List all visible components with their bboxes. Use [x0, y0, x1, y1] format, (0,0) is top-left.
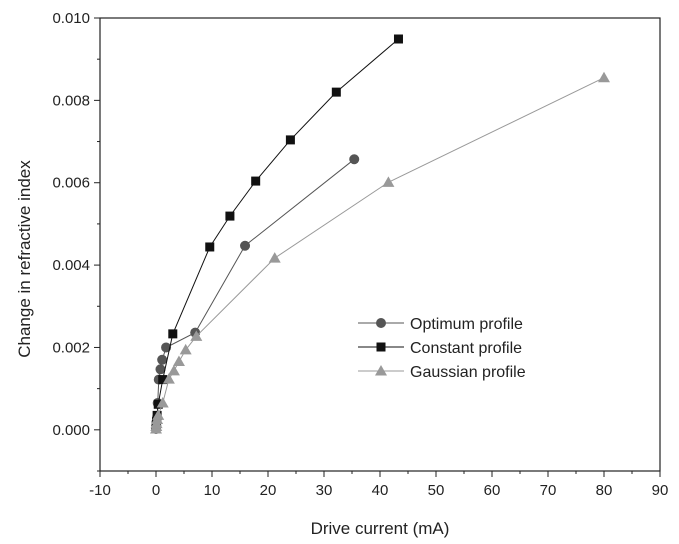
y-tick-label: 0.004	[52, 257, 90, 274]
data-point	[349, 154, 360, 165]
data-point	[285, 135, 295, 145]
x-tick-label: 0	[152, 482, 160, 499]
data-point	[168, 329, 178, 339]
legend-marker	[376, 342, 386, 352]
y-tick-label: 0.006	[52, 175, 90, 192]
series-triangle	[150, 71, 610, 434]
plot-frame	[99, 17, 661, 472]
x-tick-label: -10	[89, 482, 111, 499]
legend-label: Gaussian profile	[410, 364, 526, 381]
data-point	[331, 87, 341, 97]
legend-item: Optimum profile	[358, 316, 523, 333]
series-circle	[151, 154, 360, 434]
y-tick-label: 0.008	[52, 92, 90, 109]
series-square	[151, 34, 403, 434]
data-point	[155, 364, 166, 375]
x-tick-label: 40	[372, 482, 389, 499]
data-point	[179, 343, 192, 355]
x-tick-label: 30	[316, 482, 333, 499]
x-axis-title: Drive current (mA)	[311, 519, 450, 538]
x-tick-label: 50	[428, 482, 445, 499]
x-tick-label: 20	[260, 482, 277, 499]
legend-label: Optimum profile	[410, 316, 523, 333]
data-point	[167, 364, 180, 376]
data-point	[156, 397, 169, 408]
x-tick-label: 90	[652, 482, 669, 499]
series-line	[155, 77, 605, 430]
data-point	[172, 355, 185, 366]
data-point	[598, 71, 610, 83]
data-point	[268, 252, 281, 263]
data-point	[240, 240, 251, 251]
x-tick-label: 70	[540, 482, 557, 499]
series-layer	[150, 34, 610, 434]
axes: -10 0 10 20 30 40 50 60 70 80 90 0.000 0.002 0.004 0.0…	[52, 10, 668, 499]
legend: Optimum profile Constant profile Gaussian …	[358, 316, 526, 381]
data-point	[162, 373, 175, 384]
data-point	[393, 34, 403, 44]
legend-marker	[375, 365, 387, 376]
y-axis-title: Change in refractive index	[15, 160, 34, 358]
series-line	[155, 158, 355, 430]
y-tick-label: 0.010	[52, 10, 90, 27]
data-point	[190, 330, 203, 341]
data-point	[152, 409, 165, 420]
y-tick-label: 0.000	[52, 422, 90, 439]
data-point	[205, 242, 215, 252]
x-tick-label: 60	[484, 482, 501, 499]
x-tick-label: 80	[596, 482, 613, 499]
legend-item: Constant profile	[358, 340, 522, 357]
data-point	[157, 354, 168, 365]
y-tick-label: 0.002	[52, 339, 90, 356]
data-point	[161, 342, 172, 353]
x-tick-label: 10	[204, 482, 221, 499]
data-point	[153, 399, 163, 409]
legend-label: Constant profile	[410, 340, 522, 357]
data-point	[382, 176, 395, 187]
data-point	[158, 375, 168, 385]
data-point	[225, 211, 235, 221]
data-point	[251, 176, 261, 186]
legend-marker	[376, 318, 386, 328]
legend-item: Gaussian profile	[358, 364, 526, 381]
